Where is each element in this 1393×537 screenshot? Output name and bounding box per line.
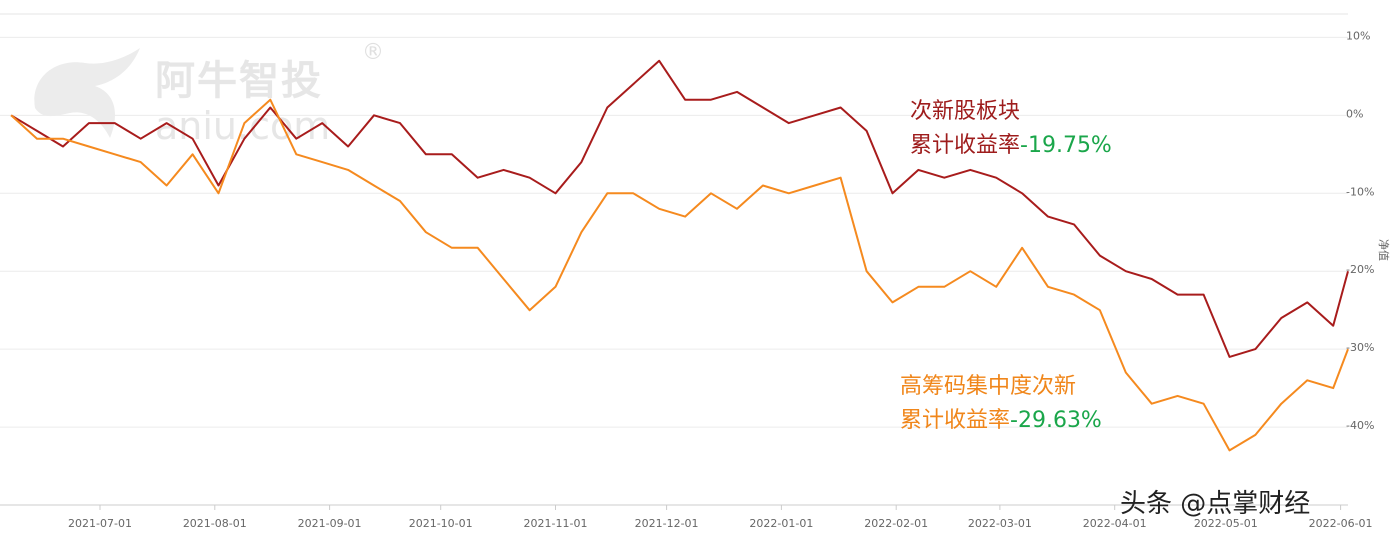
series1-annotation: 次新股板块 累计收益率-19.75% <box>910 95 1112 163</box>
series2-return-line: 累计收益率-29.63% <box>900 404 1102 438</box>
watermark-brand: 阿牛智投 <box>155 58 323 104</box>
x-tick-label: 2022-03-01 <box>968 517 1032 530</box>
series1-return-label: 累计收益率 <box>910 133 1021 158</box>
y-axis-label: 净值 <box>1377 239 1391 261</box>
x-tick-label: 2022-02-01 <box>864 517 928 530</box>
y-tick-label: 0% <box>1346 107 1363 120</box>
y-tick-label: -20% <box>1346 263 1374 276</box>
x-tick-label: 2021-10-01 <box>409 517 473 530</box>
x-tick-label: 2021-09-01 <box>298 517 362 530</box>
series2-annotation: 高筹码集中度次新 累计收益率-29.63% <box>900 370 1102 438</box>
series1-return-value: -19.75% <box>1020 133 1112 158</box>
y-tick-label: 10% <box>1346 29 1370 42</box>
x-tick-label: 2021-12-01 <box>635 517 699 530</box>
grid-lines <box>0 13 1348 506</box>
series-line-2 <box>10 98 1349 452</box>
x-tick-label: 2022-06-01 <box>1309 517 1373 530</box>
y-tick-label: -40% <box>1346 419 1374 432</box>
y-tick-label: -30% <box>1346 341 1374 354</box>
series-line-1 <box>10 59 1349 358</box>
series-lines <box>10 59 1349 452</box>
x-tick-label: 2022-04-01 <box>1083 517 1147 530</box>
x-tick-label: 2022-01-01 <box>749 517 813 530</box>
x-tick-label: 2021-11-01 <box>524 517 588 530</box>
x-tick-label: 2021-07-01 <box>68 517 132 530</box>
series2-return-label: 累计收益率 <box>900 408 1011 433</box>
series2-name: 高筹码集中度次新 <box>900 374 1077 399</box>
x-tick-labels: 2021-07-01 2021-08-01 2021-09-01 2021-10-01… <box>68 505 1373 530</box>
y-tick-labels: 10% 0% -10% -20% -30% -40% <box>1346 29 1374 432</box>
series2-return-value: -29.63% <box>1010 408 1102 433</box>
x-tick-label: 2022-05-01 <box>1194 517 1258 530</box>
watermark-registered-mark: ® <box>362 40 384 65</box>
y-tick-label: -10% <box>1346 185 1374 198</box>
x-tick-label: 2021-08-01 <box>183 517 247 530</box>
series1-return-line: 累计收益率-19.75% <box>910 129 1112 163</box>
series1-name: 次新股板块 <box>910 99 1021 124</box>
source-credit: 头条 @点掌财经 <box>1120 489 1311 519</box>
